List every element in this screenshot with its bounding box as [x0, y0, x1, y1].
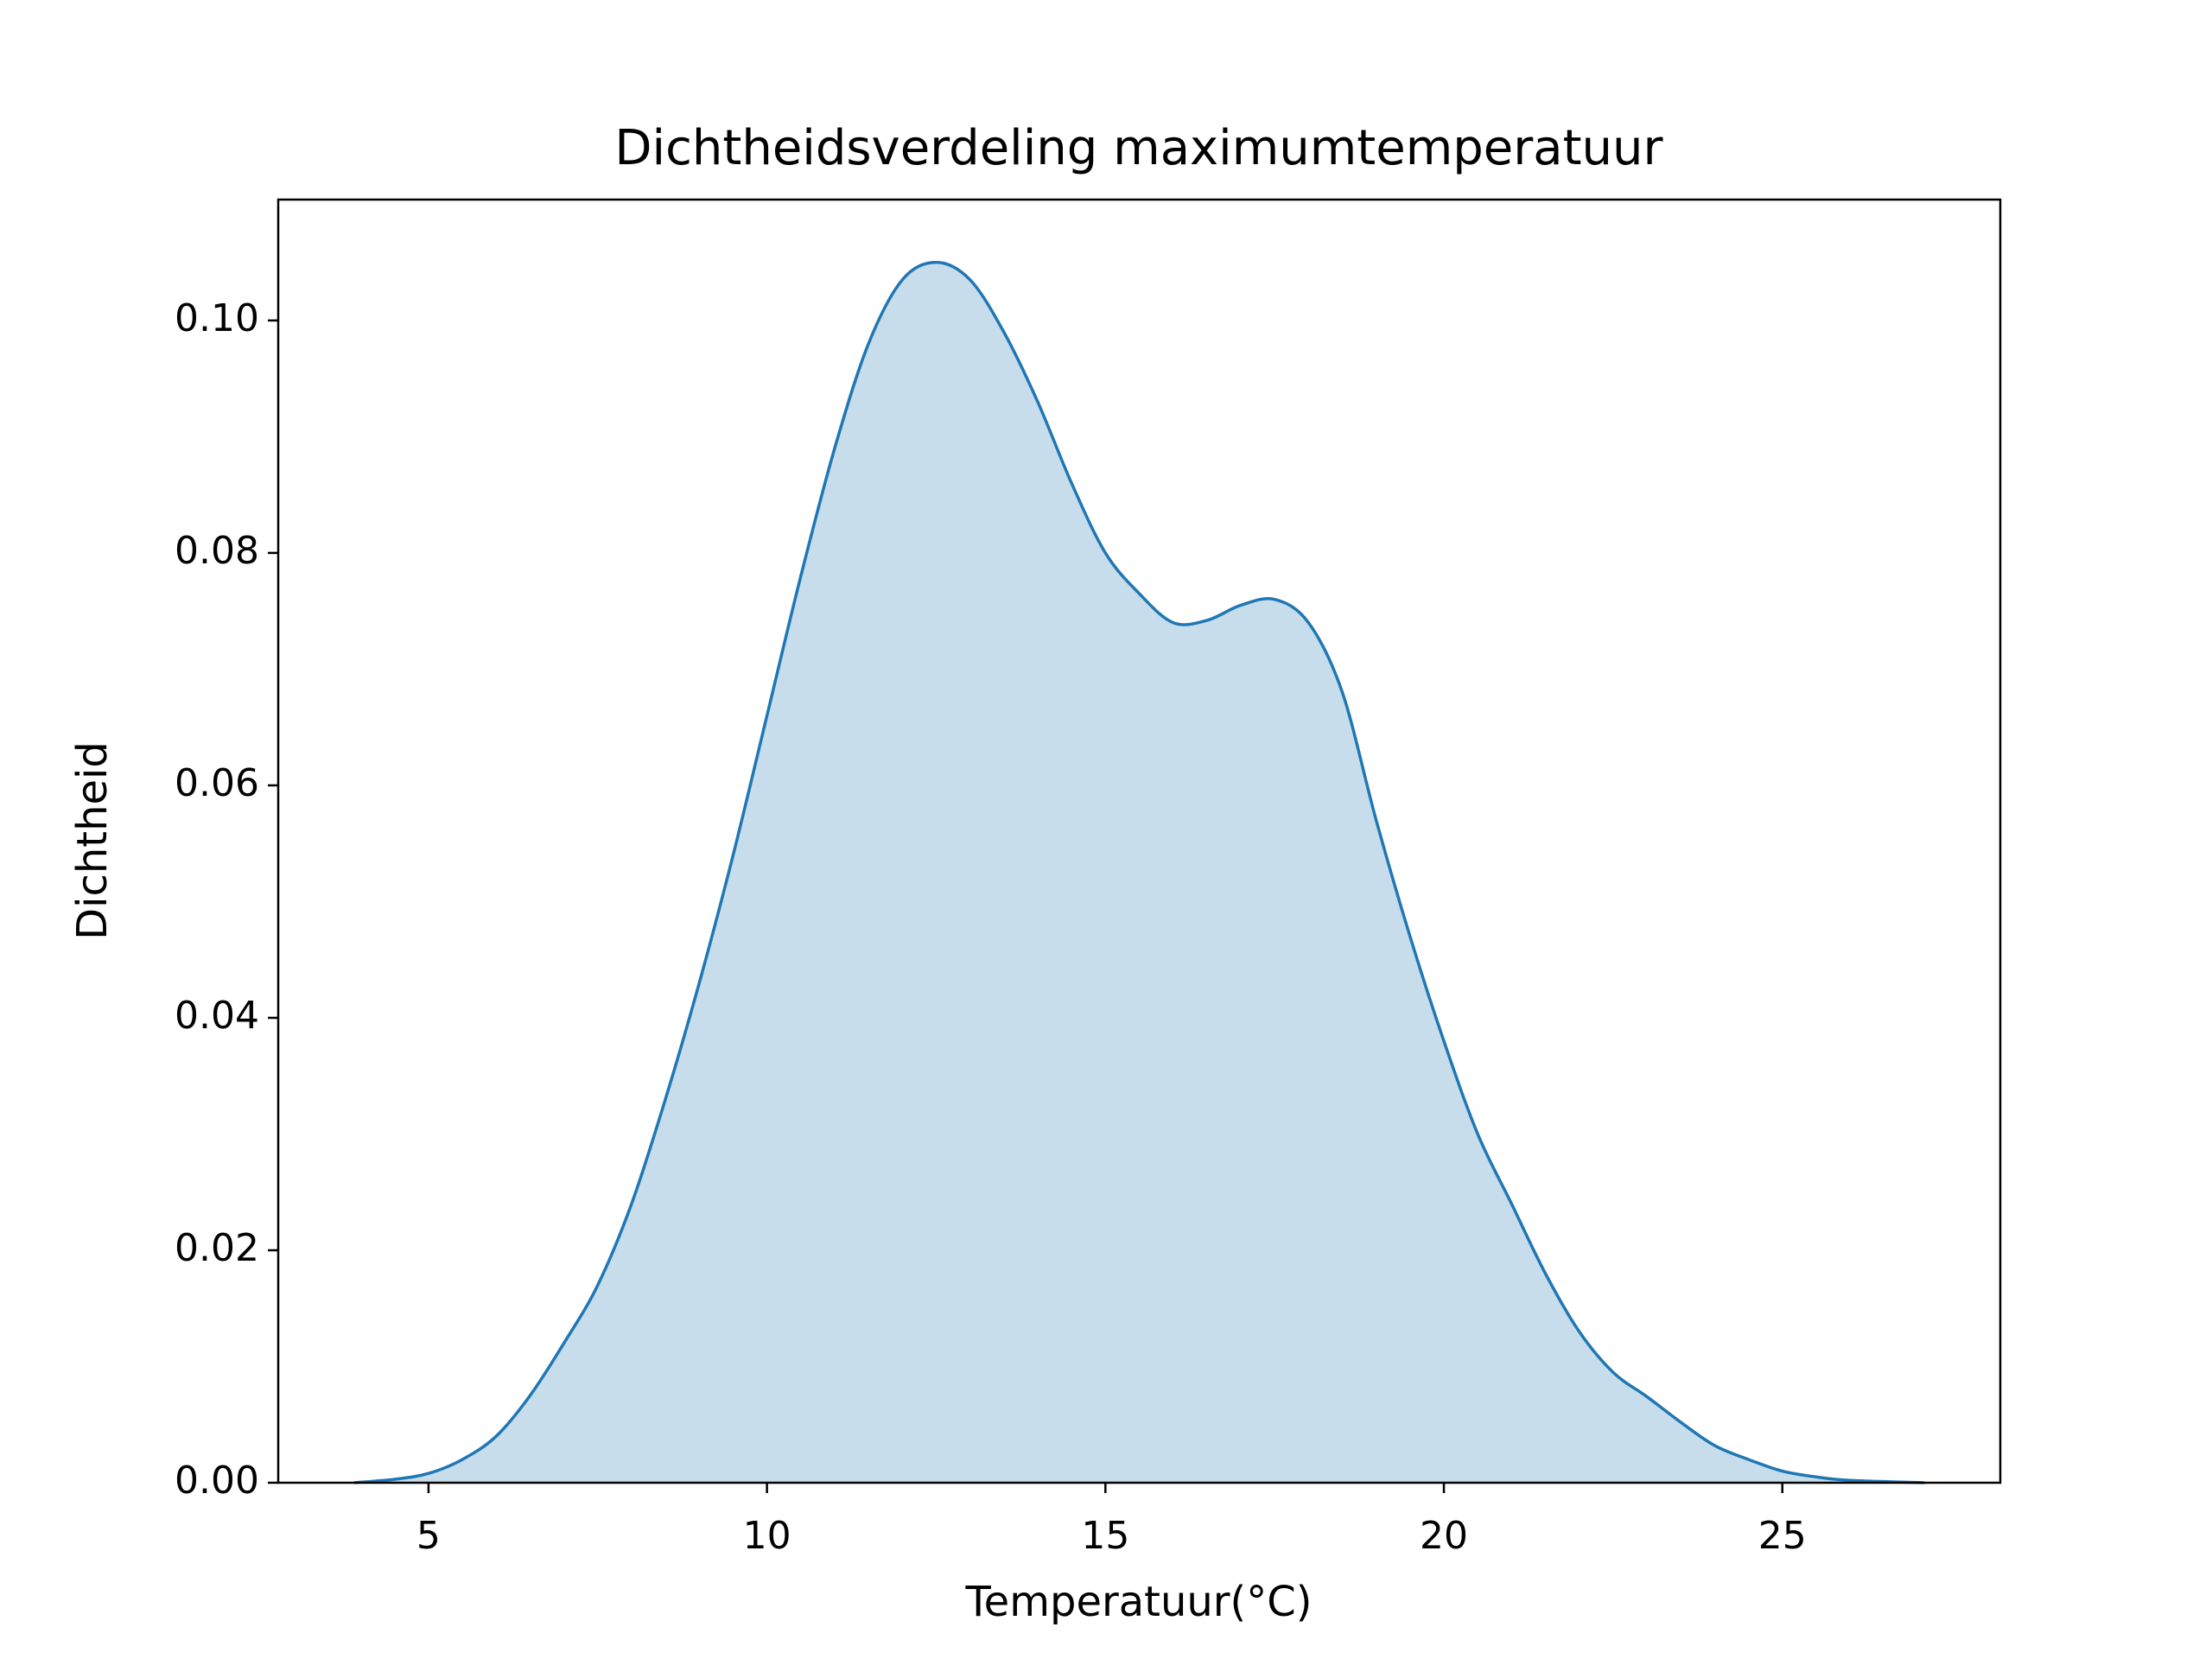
- x-tick-label: 5: [416, 1514, 441, 1558]
- y-tick-label: 0.02: [175, 1226, 259, 1270]
- plot-frame: [276, 198, 2002, 1484]
- y-tick-label: 0.08: [175, 529, 259, 573]
- y-tick-label: 0.00: [175, 1459, 259, 1503]
- x-tick-label: 15: [1081, 1514, 1129, 1558]
- density-area: [353, 262, 1925, 1483]
- x-axis-label: Temperatuur(°C): [965, 1578, 1313, 1626]
- y-tick-label: 0.06: [175, 761, 259, 805]
- y-tick-label: 0.04: [175, 994, 259, 1038]
- y-axis-label: Dichtheid: [68, 741, 117, 940]
- x-tick-label: 20: [1420, 1514, 1468, 1558]
- x-tick-label: 10: [743, 1514, 791, 1558]
- chart-title: Dichtheidsverdeling maximumtemperatuur: [614, 120, 1663, 176]
- y-tick-label: 0.10: [175, 296, 259, 340]
- density-line: [353, 260, 1925, 1484]
- x-tick-label: 25: [1758, 1514, 1807, 1558]
